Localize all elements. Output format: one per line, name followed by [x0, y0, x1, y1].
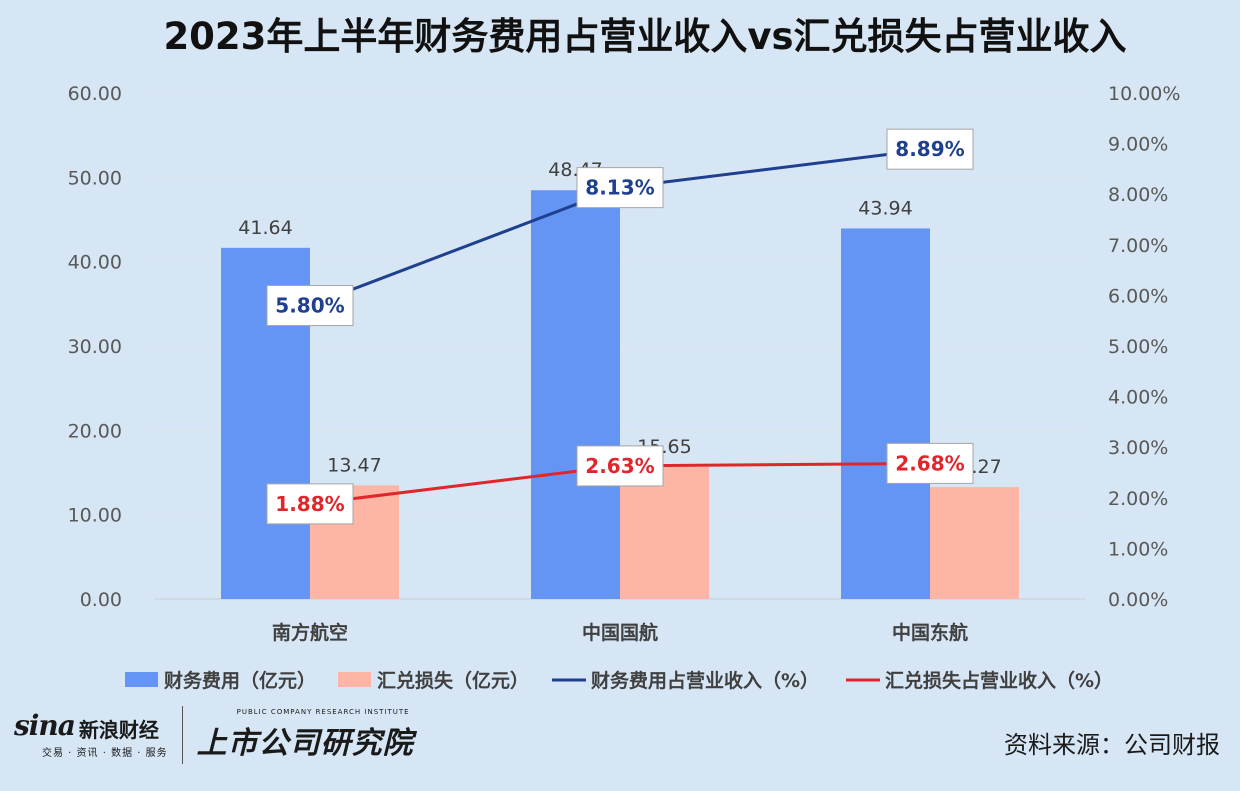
- left-tick-label: 30.00: [68, 336, 122, 358]
- left-tick-label: 40.00: [68, 252, 122, 274]
- line-data-label: 8.13%: [585, 176, 654, 200]
- sina-finance-name: 新浪财经: [78, 717, 159, 742]
- right-tick-label: 6.00%: [1108, 285, 1168, 307]
- category-label: 中国东航: [892, 621, 968, 644]
- bar: [841, 228, 930, 599]
- right-tick-label: 4.00%: [1108, 387, 1168, 409]
- line-data-label: 1.88%: [275, 492, 344, 516]
- line-label-box: [886, 128, 974, 170]
- sina-wordmark: sina: [14, 708, 76, 742]
- right-tick-label: 8.00%: [1108, 184, 1168, 206]
- right-tick-label: 10.00%: [1108, 83, 1180, 105]
- line-label-box: [266, 483, 354, 525]
- institute-english-name: PUBLIC COMPANY RESEARCH INSTITUTE: [236, 708, 410, 716]
- brand-logos: sina 新浪财经 交易 · 资讯 · 数据 · 服务 PUBLIC COMPA…: [14, 705, 414, 765]
- legend-swatch: [125, 672, 158, 687]
- bar: [620, 467, 709, 599]
- source-note: 资料来源：公司财报: [1004, 731, 1220, 759]
- bar: [930, 487, 1019, 599]
- line-data-label: 2.68%: [895, 451, 964, 475]
- left-tick-label: 60.00: [68, 83, 122, 105]
- right-tick-label: 1.00%: [1108, 538, 1168, 560]
- bar-data-label: 41.64: [238, 217, 292, 239]
- institute-name: 上市公司研究院: [196, 726, 414, 761]
- bar: [531, 190, 620, 599]
- legend-label: 汇兑损失占营业收入（%）: [885, 669, 1113, 692]
- sina-finance-logo: sina 新浪财经 交易 · 资讯 · 数据 · 服务: [14, 708, 168, 759]
- left-tick-label: 10.00: [68, 505, 122, 527]
- line-label-box: [266, 285, 354, 327]
- bar-data-label: 43.94: [858, 197, 912, 219]
- research-institute-logo: PUBLIC COMPANY RESEARCH INSTITUTE 上市公司研究…: [197, 708, 414, 762]
- line-data-label: 8.89%: [895, 137, 964, 161]
- footer: sina 新浪财经 交易 · 资讯 · 数据 · 服务 PUBLIC COMPA…: [0, 695, 1240, 791]
- right-tick-label: 0.00%: [1108, 589, 1168, 611]
- left-tick-label: 20.00: [68, 420, 122, 442]
- right-tick-label: 7.00%: [1108, 235, 1168, 257]
- right-tick-label: 9.00%: [1108, 134, 1168, 156]
- chart: 2023年上半年财务费用占营业收入vs汇兑损失占营业收入 0.00 10.00 20…: [68, 15, 1181, 692]
- left-tick-label: 0.00: [80, 589, 122, 611]
- category-label: 南方航空: [272, 621, 348, 644]
- right-tick-label: 2.00%: [1108, 488, 1168, 510]
- lines: 5.80% 8.13% 8.89% 1.88% 2.63% 2.68%: [266, 128, 974, 525]
- line-data-label: 5.80%: [275, 294, 344, 318]
- category-label: 中国国航: [582, 621, 658, 644]
- bar-data-label: 13.47: [327, 454, 381, 476]
- legend-label: 汇兑损失（亿元）: [377, 669, 529, 692]
- legend: 财务费用（亿元） 汇兑损失（亿元） 财务费用占营业收入（%） 汇兑损失占营业收入（%）: [125, 669, 1113, 692]
- chart-title: 2023年上半年财务费用占营业收入vs汇兑损失占营业收入: [163, 15, 1126, 58]
- line-label-box: [886, 442, 974, 484]
- legend-swatch: [338, 672, 371, 687]
- right-tick-label: 3.00%: [1108, 437, 1168, 459]
- brand-divider: [181, 706, 183, 764]
- right-axis: 0.00% 1.00% 2.00% 3.00% 4.00% 5.00% 6.00% 7.00%…: [1108, 83, 1180, 611]
- left-tick-label: 50.00: [68, 167, 122, 189]
- legend-label: 财务费用占营业收入（%）: [591, 669, 819, 692]
- legend-label: 财务费用（亿元）: [164, 669, 316, 692]
- right-tick-label: 5.00%: [1108, 336, 1168, 358]
- left-axis: 0.00 10.00 20.00 30.00 40.00 50.00 60.00: [68, 83, 122, 611]
- category-axis: 南方航空 中国国航 中国东航: [272, 621, 968, 644]
- line-label-box: [576, 445, 664, 487]
- line-data-label: 2.63%: [585, 454, 654, 478]
- line-label-box: [576, 167, 664, 209]
- sina-tagline: 交易 · 资讯 · 数据 · 服务: [42, 747, 168, 759]
